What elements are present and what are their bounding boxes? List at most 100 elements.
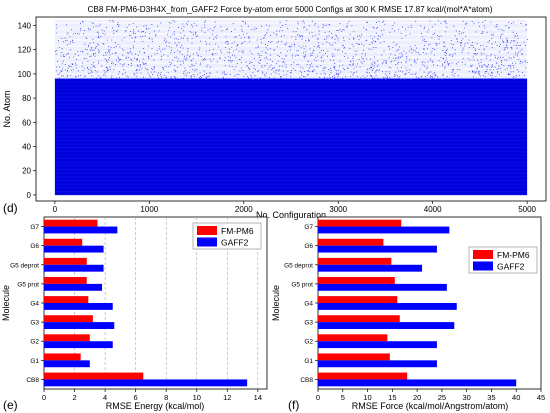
scatter-point bbox=[70, 49, 72, 51]
scatter-point bbox=[444, 45, 446, 47]
scatter-point bbox=[136, 58, 138, 59]
scatter-point bbox=[107, 78, 109, 80]
scatter-point bbox=[510, 42, 511, 44]
scatter-point bbox=[229, 73, 231, 75]
scatter-point bbox=[184, 55, 185, 57]
scatter-point bbox=[163, 74, 165, 76]
scatter-point bbox=[502, 33, 504, 35]
scatter-point bbox=[80, 28, 82, 29]
x-tick-label: 12 bbox=[223, 393, 231, 402]
scatter-point bbox=[190, 78, 191, 80]
scatter-point bbox=[242, 52, 244, 54]
scatter-point bbox=[401, 56, 403, 58]
scatter-point bbox=[342, 64, 344, 66]
scatter-point bbox=[264, 74, 266, 76]
scatter-point bbox=[331, 36, 333, 38]
scatter-point bbox=[146, 27, 147, 29]
scatter-point bbox=[265, 52, 267, 54]
scatter-point bbox=[388, 57, 390, 59]
panel-label-e: (e) bbox=[3, 398, 18, 412]
scatter-point bbox=[398, 28, 400, 30]
scatter-point bbox=[401, 38, 403, 39]
legend-swatch bbox=[473, 261, 493, 271]
scatter-point bbox=[130, 50, 132, 52]
scatter-point bbox=[337, 74, 339, 76]
scatter-point bbox=[298, 45, 300, 47]
scatter-point bbox=[283, 74, 285, 76]
scatter-point bbox=[369, 58, 371, 60]
scatter-point bbox=[333, 55, 335, 57]
scatter-point bbox=[513, 56, 515, 58]
scatter-point bbox=[322, 43, 324, 45]
scatter-point bbox=[312, 50, 314, 52]
scatter-point bbox=[410, 25, 412, 27]
scatter-point bbox=[311, 35, 313, 37]
scatter-point bbox=[98, 36, 100, 38]
scatter-point bbox=[299, 35, 301, 37]
scatter-point bbox=[90, 67, 92, 69]
scatter-point bbox=[282, 61, 284, 63]
scatter-point bbox=[267, 49, 269, 51]
scatter-point bbox=[97, 31, 99, 33]
scatter-point bbox=[231, 31, 232, 33]
scatter-point bbox=[89, 56, 91, 57]
bar-gaff2 bbox=[318, 283, 447, 291]
scatter-point bbox=[153, 30, 155, 32]
scatter-point bbox=[231, 66, 233, 68]
scatter-point bbox=[169, 27, 171, 29]
scatter-point bbox=[285, 44, 287, 46]
scatter-point bbox=[327, 50, 329, 52]
scatter-point bbox=[273, 71, 275, 73]
scatter-point bbox=[374, 77, 376, 79]
scatter-point bbox=[210, 73, 212, 74]
scatter-point bbox=[67, 67, 69, 69]
scatter-point bbox=[496, 25, 498, 27]
scatter-point bbox=[378, 69, 380, 71]
scatter-point bbox=[433, 64, 435, 66]
scatter-point bbox=[79, 50, 81, 52]
scatter-point bbox=[151, 71, 153, 73]
scatter-point bbox=[414, 60, 416, 62]
scatter-point bbox=[193, 65, 195, 67]
scatter-point bbox=[424, 40, 426, 42]
scatter-point bbox=[279, 65, 281, 67]
scatter-point bbox=[397, 75, 399, 77]
scatter-point bbox=[163, 39, 165, 41]
scatter-point bbox=[523, 41, 525, 43]
scatter-point bbox=[130, 34, 132, 36]
scatter-point bbox=[170, 77, 172, 79]
scatter-point bbox=[496, 68, 498, 70]
scatter-point bbox=[56, 50, 58, 52]
scatter-point bbox=[356, 76, 358, 78]
scatter-point bbox=[276, 42, 278, 44]
scatter-point bbox=[297, 54, 299, 56]
scatter-point bbox=[182, 60, 184, 62]
scatter-point bbox=[116, 30, 118, 32]
scatter-point bbox=[299, 70, 301, 72]
scatter-point bbox=[75, 76, 76, 78]
scatter-point bbox=[140, 72, 142, 74]
scatter-point bbox=[366, 21, 368, 23]
scatter-point bbox=[362, 58, 364, 60]
scatter-point bbox=[151, 67, 153, 69]
scatter-point bbox=[144, 63, 146, 64]
scatter-point bbox=[80, 29, 82, 31]
scatter-point bbox=[419, 68, 421, 70]
scatter-point bbox=[208, 75, 210, 77]
scatter-point bbox=[98, 44, 100, 46]
scatter-point bbox=[204, 31, 206, 33]
scatter-point bbox=[303, 52, 305, 54]
scatter-point bbox=[365, 53, 367, 55]
scatter-point bbox=[441, 78, 443, 80]
scatter-point bbox=[353, 72, 354, 74]
scatter-point bbox=[346, 25, 348, 27]
scatter-point bbox=[444, 21, 446, 23]
scatter-point bbox=[82, 21, 84, 23]
scatter-point bbox=[262, 37, 264, 39]
scatter-point bbox=[266, 72, 268, 74]
scatter-point bbox=[311, 62, 313, 64]
scatter-point bbox=[106, 70, 108, 72]
scatter-point bbox=[154, 53, 156, 55]
scatter-point bbox=[401, 54, 403, 56]
scatter-point bbox=[158, 77, 160, 79]
